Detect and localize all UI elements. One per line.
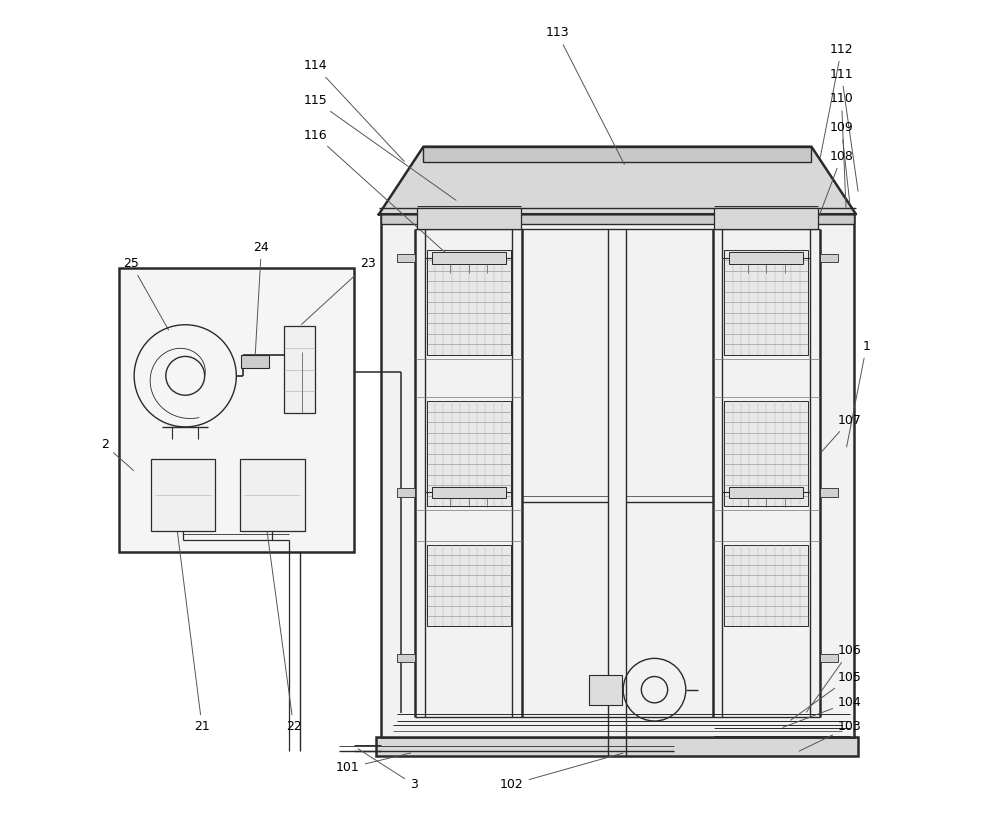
- Bar: [724, 250, 808, 354]
- Text: 107: 107: [822, 414, 862, 452]
- Text: 104: 104: [783, 695, 862, 728]
- Text: 3: 3: [358, 749, 418, 791]
- Text: 110: 110: [830, 92, 853, 208]
- Bar: [820, 489, 838, 497]
- Bar: [432, 487, 506, 499]
- Bar: [724, 401, 808, 506]
- Bar: [423, 147, 811, 162]
- Bar: [376, 737, 858, 756]
- Text: 102: 102: [500, 753, 623, 791]
- Text: 24: 24: [254, 241, 269, 357]
- Bar: [820, 254, 838, 262]
- Bar: [381, 214, 854, 224]
- Bar: [820, 654, 838, 662]
- Bar: [714, 208, 818, 229]
- Bar: [729, 252, 803, 264]
- Text: 112: 112: [820, 43, 853, 157]
- Text: 108: 108: [819, 150, 853, 216]
- Polygon shape: [379, 147, 856, 214]
- Bar: [241, 355, 269, 368]
- Bar: [427, 545, 511, 625]
- Bar: [729, 487, 803, 499]
- Text: 116: 116: [303, 129, 449, 256]
- Bar: [432, 252, 506, 264]
- Text: 103: 103: [799, 720, 862, 751]
- Bar: [240, 459, 305, 531]
- Bar: [397, 654, 415, 662]
- Bar: [381, 214, 854, 737]
- Bar: [589, 675, 622, 705]
- Bar: [151, 459, 215, 531]
- Text: 2: 2: [101, 438, 134, 471]
- Bar: [397, 489, 415, 497]
- Text: 105: 105: [791, 671, 862, 720]
- Text: 23: 23: [301, 257, 376, 325]
- Text: 21: 21: [177, 526, 210, 733]
- Bar: [119, 268, 354, 552]
- Bar: [427, 250, 511, 354]
- Bar: [724, 545, 808, 625]
- Text: 111: 111: [830, 68, 858, 191]
- Bar: [397, 254, 415, 262]
- Text: 101: 101: [336, 753, 411, 775]
- Text: 115: 115: [303, 94, 456, 200]
- Text: 113: 113: [545, 26, 624, 165]
- Bar: [284, 326, 315, 413]
- Text: 106: 106: [806, 644, 862, 712]
- Bar: [417, 208, 521, 229]
- Text: 1: 1: [847, 339, 870, 447]
- Text: 25: 25: [123, 257, 169, 330]
- Text: 109: 109: [830, 121, 853, 204]
- Bar: [427, 401, 511, 506]
- Text: 22: 22: [266, 526, 302, 733]
- Text: 114: 114: [303, 59, 404, 162]
